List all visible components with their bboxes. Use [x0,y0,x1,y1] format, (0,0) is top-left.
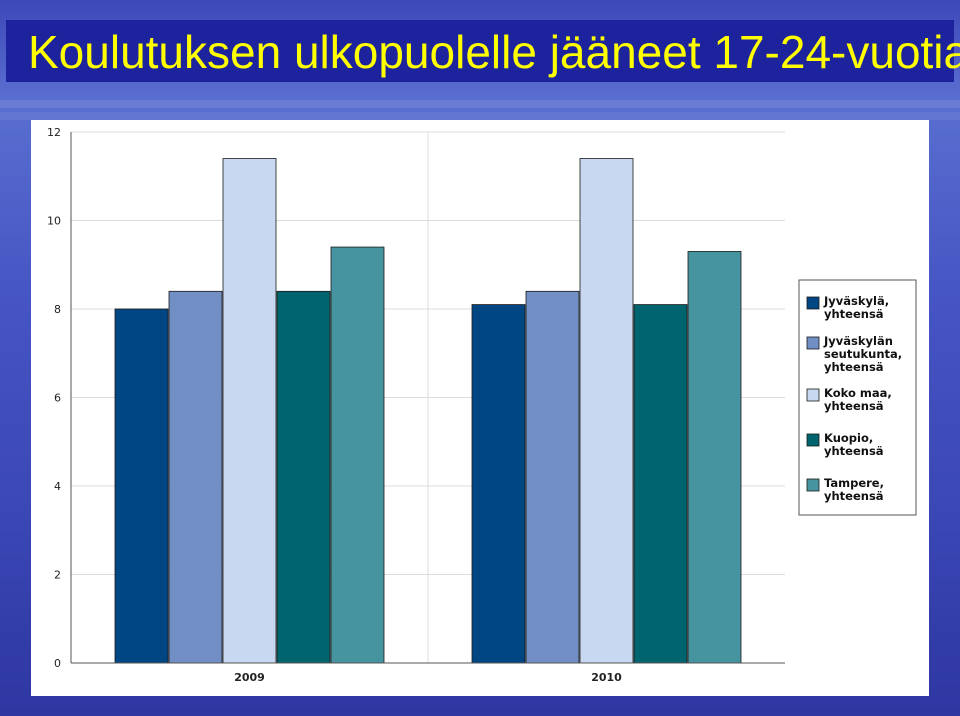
legend-label: yhteensä [824,444,884,458]
x-tick-label: 2010 [591,671,622,684]
legend-swatch [806,336,820,350]
bar [330,246,385,664]
legend-label: seutukunta, [824,347,902,361]
x-tick-label: 2009 [234,671,265,684]
title-bar [6,20,954,82]
legend-swatch [806,478,820,492]
legend-label: Jyväskylä, [823,294,889,308]
y-tick-label: 6 [54,392,61,405]
legend-label: Jyväskylän [823,334,893,348]
bar [579,158,634,664]
legend-label: yhteensä [824,489,884,503]
y-tick-label: 8 [54,303,61,316]
legend-label: yhteensä [824,399,884,413]
legend-label: Kuopio, [824,431,873,445]
bar [222,158,277,664]
bar [276,290,331,664]
y-tick-label: 12 [47,126,61,139]
bar [633,304,688,664]
y-tick-label: 0 [54,657,61,670]
y-tick-label: 2 [54,569,61,582]
legend-label: Koko maa, [824,386,892,400]
bar [114,308,169,664]
legend-label: Tampere, [824,476,884,490]
bar [168,290,223,664]
bar [525,290,580,664]
y-tick-label: 4 [54,480,61,493]
legend-swatch [806,433,820,447]
bar [687,251,742,664]
slide-title: Koulutuksen ulkopuolelle jääneet 17-24-v… [28,26,960,78]
y-tick-label: 10 [47,215,61,228]
legend-swatch [806,296,820,310]
legend-swatch [806,388,820,402]
legend-label: yhteensä [824,307,884,321]
chart-panel: 0 2 4 6 8 10 12 2009 2010 Jyväskylä, yhteensä Jyväs… [31,120,929,696]
bar [471,304,526,664]
legend-label: yhteensä [824,360,884,374]
